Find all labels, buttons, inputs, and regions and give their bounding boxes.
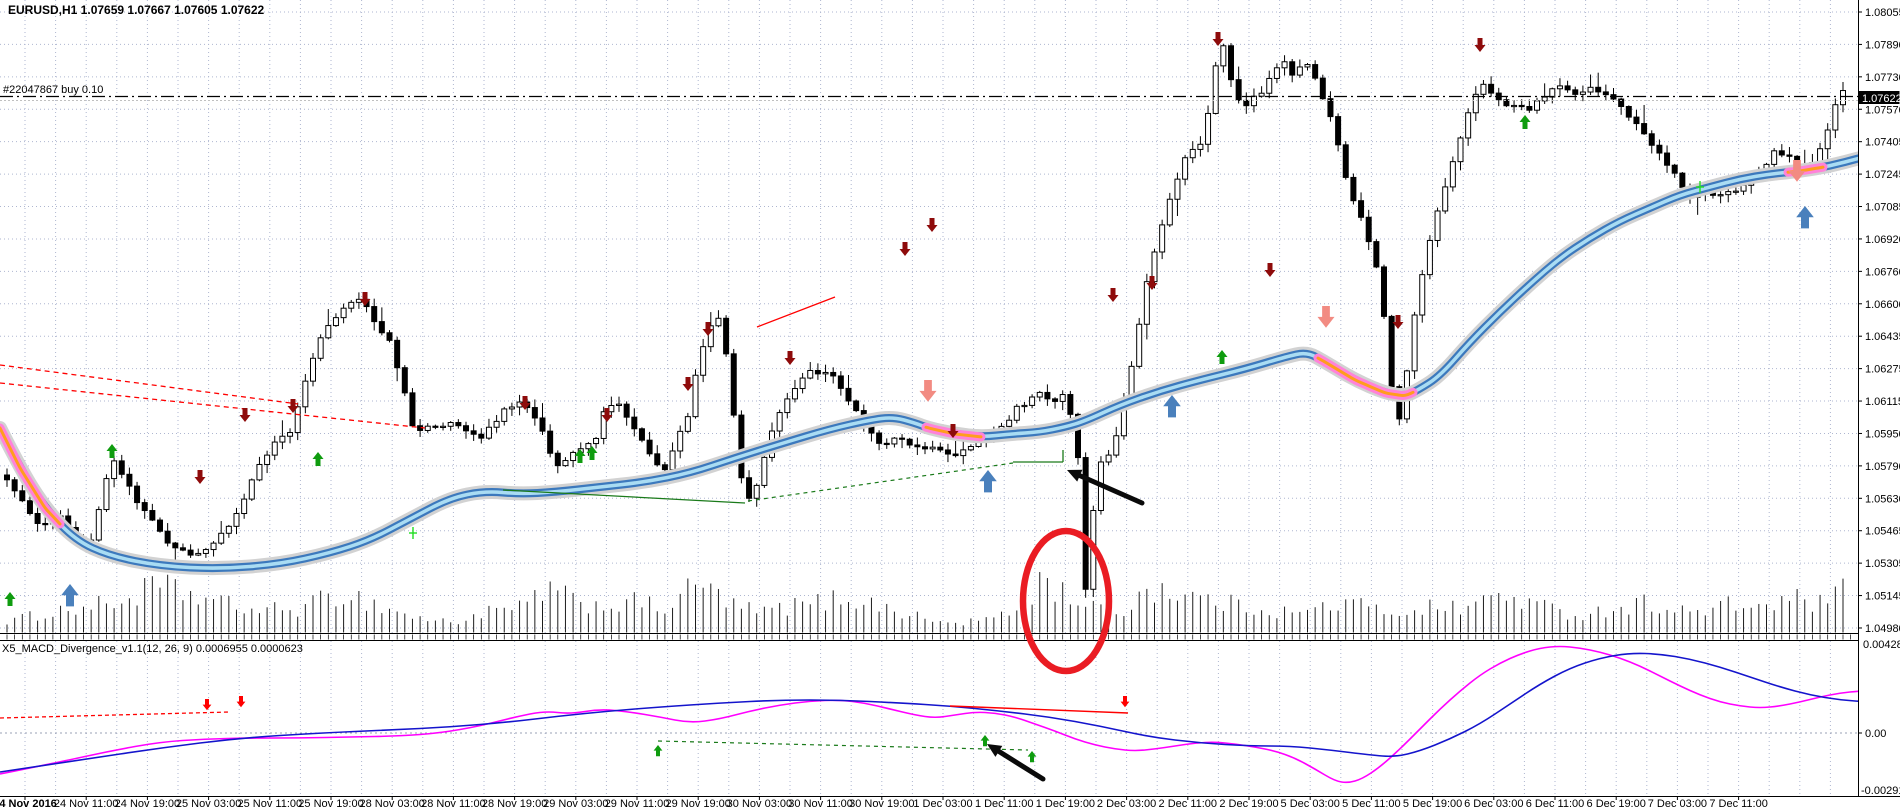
macd-max-label: 0.004286 xyxy=(1863,639,1900,651)
candles-layer xyxy=(4,43,1846,598)
trendlines-layer[interactable] xyxy=(0,296,1064,504)
current-price-label: 1.07622 xyxy=(1862,93,1900,105)
price-tick-label: 1.04980 xyxy=(1865,623,1900,635)
price-tick-label: 1.07085 xyxy=(1865,202,1900,214)
time-tick-label: 1 Dec 11:00 xyxy=(975,798,1034,809)
price-tick-label: 1.08055 xyxy=(1865,7,1900,19)
time-tick-label: 30 Nov 19:00 xyxy=(849,798,914,809)
price-tick-label: 1.05950 xyxy=(1865,428,1900,440)
price-tick-label: 1.06760 xyxy=(1865,266,1900,278)
order-line-label: #22047867 buy 0.10 xyxy=(3,84,103,96)
time-tick-label: 24 Nov 19:00 xyxy=(115,798,180,809)
time-tick-label: 5 Dec 19:00 xyxy=(1403,798,1462,809)
price-tick-label: 1.06435 xyxy=(1865,331,1900,343)
price-tick-label: 1.05630 xyxy=(1865,493,1900,505)
price-tick-label: 1.05790 xyxy=(1865,461,1900,473)
time-tick-label: 25 Nov 03:00 xyxy=(176,798,241,809)
time-tick-label: 7 Dec 11:00 xyxy=(1709,798,1768,809)
price-tick-label: 1.06600 xyxy=(1865,299,1900,311)
indicator-label: X5_MACD_Divergence_v1.1(12, 26, 9) 0.000… xyxy=(2,643,303,655)
red-ellipse-annotation xyxy=(1019,527,1113,675)
price-tick-label: 1.07890 xyxy=(1865,39,1900,51)
time-tick-label: 6 Dec 19:00 xyxy=(1587,798,1646,809)
time-tick-label: 29 Nov 03:00 xyxy=(543,798,608,809)
annotations-layer[interactable] xyxy=(987,469,1145,782)
time-tick-label: 25 Nov 19:00 xyxy=(298,798,363,809)
price-tick-label: 1.06275 xyxy=(1865,364,1900,376)
time-tick-label: 28 Nov 03:00 xyxy=(359,798,424,809)
ma-ribbon xyxy=(0,151,1858,576)
price-tick-label: 1.06920 xyxy=(1865,234,1900,246)
time-tick-label: 6 Dec 03:00 xyxy=(1464,798,1523,809)
price-tick-label: 1.07570 xyxy=(1865,104,1900,116)
time-tick-label: 30 Nov 03:00 xyxy=(727,798,792,809)
black-arrow-annotation xyxy=(996,748,1046,782)
price-tick-label: 1.07405 xyxy=(1865,137,1900,149)
macd-panel xyxy=(0,633,1900,797)
price-tick-label: 1.05465 xyxy=(1865,526,1900,538)
time-tick-label: 25 Nov 11:00 xyxy=(237,798,302,809)
time-tick-label: 1 Dec 03:00 xyxy=(913,798,972,809)
price-axis[interactable]: 1.08055 1.07890 1.07730 1.07570 1.07405 1.072… xyxy=(1858,0,1900,797)
time-tick-label: 24 Nov 11:00 xyxy=(54,798,119,809)
symbol-ohlc-header: EURUSD,H1 1.07659 1.07667 1.07605 1.0762… xyxy=(8,3,265,17)
current-price-box xyxy=(1858,91,1900,104)
time-tick-label: 2 Dec 19:00 xyxy=(1219,798,1278,809)
macd-min-label: -0.00291 xyxy=(1861,785,1900,797)
time-tick-label: 28 Nov 11:00 xyxy=(421,798,486,809)
price-tick-label: 1.05145 xyxy=(1865,591,1900,603)
macd-zero-label: 0.00 xyxy=(1865,728,1886,740)
time-tick-label: 29 Nov 11:00 xyxy=(605,798,670,809)
time-tick-label: 7 Dec 03:00 xyxy=(1648,798,1707,809)
time-tick-label: 5 Dec 03:00 xyxy=(1281,798,1340,809)
time-tick-label: 2 Dec 11:00 xyxy=(1159,798,1218,809)
time-tick-label: 29 Nov 19:00 xyxy=(665,798,730,809)
black-arrow-annotation xyxy=(1077,473,1145,506)
time-tick-label: 6 Dec 11:00 xyxy=(1526,798,1585,809)
time-tick-label: 1 Dec 19:00 xyxy=(1036,798,1095,809)
time-tick-label: 28 Nov 19:00 xyxy=(482,798,547,809)
time-tick-label: 2 Dec 03:00 xyxy=(1097,798,1156,809)
price-tick-label: 1.07245 xyxy=(1865,169,1900,181)
macd-curves xyxy=(0,645,1858,784)
order-line[interactable] xyxy=(0,95,1858,101)
time-tick-label: 5 Dec 11:00 xyxy=(1342,798,1401,809)
signal-arrows-layer xyxy=(4,32,1814,607)
price-tick-label: 1.07730 xyxy=(1865,72,1900,84)
price-tick-label: 1.05305 xyxy=(1865,558,1900,570)
time-tick-label: 30 Nov 11:00 xyxy=(788,798,853,809)
time-tick-label: 24 Nov 2016 xyxy=(0,798,57,809)
price-tick-label: 1.06115 xyxy=(1865,396,1900,408)
